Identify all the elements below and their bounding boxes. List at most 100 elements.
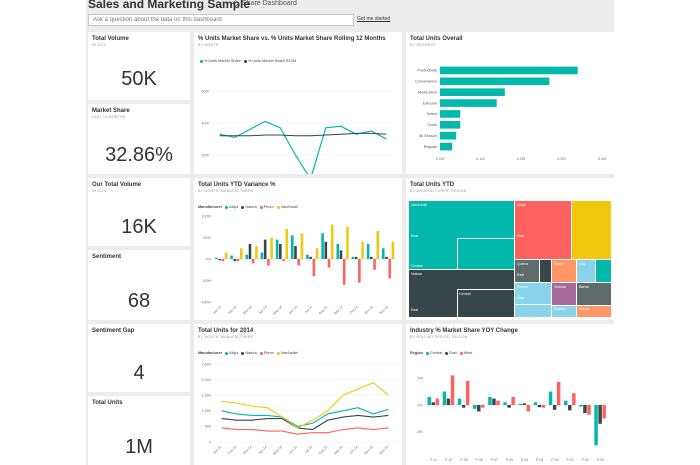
bar-natura	[309, 256, 312, 259]
tile-our-total-volume[interactable]: Our Total Volume IN 2014 16K	[88, 178, 190, 246]
treemap-label: East	[517, 273, 525, 277]
axis-tick-label: Nov-14	[363, 305, 374, 316]
bar-west	[541, 405, 546, 408]
legend-dot	[276, 351, 280, 355]
axis-tick-label: Sep-14	[333, 305, 344, 316]
bar-natura	[324, 241, 328, 259]
treemap-cell-quibus[interactable]	[515, 260, 539, 282]
bar-east	[431, 402, 435, 405]
treemap-cell-yellow[interactable]	[572, 201, 611, 259]
axis-tick-label: 0	[209, 440, 211, 444]
tile-title: Sentiment	[92, 254, 122, 260]
treemap-label: Fama	[554, 262, 564, 266]
axis-tick-label: Jan-14	[212, 305, 222, 315]
bar-west	[496, 400, 500, 405]
tile-industry-yoy[interactable]: Industry % Market Share YOY Change BY RO…	[406, 324, 614, 465]
axis-tick-label: P-05	[521, 458, 528, 462]
bar	[440, 99, 497, 107]
treemap-cell-currus[interactable]	[515, 283, 551, 304]
bar-natura	[279, 243, 282, 259]
bar-natura	[294, 246, 297, 259]
bar-west	[572, 393, 576, 405]
bar-vanarsdel	[391, 241, 395, 259]
tile-market-share[interactable]: Market Share LAST 12 MONTHS 32.86%	[88, 104, 190, 174]
bar-aliqui	[245, 254, 249, 259]
axis-tick-label: Dec-14	[379, 305, 390, 316]
tile-total-units[interactable]: Total Units 1M	[88, 396, 190, 465]
bar-pirum	[251, 259, 255, 264]
treemap-cell-leo-2[interactable]	[596, 260, 611, 282]
treemap-label: Quibus	[517, 262, 529, 266]
treemap-cell-fama[interactable]	[552, 260, 576, 282]
axis-tick-label: 60%	[201, 89, 209, 93]
treemap-cell-vanarsdel-central[interactable]	[457, 238, 514, 269]
axis-tick-label: P-04	[536, 458, 543, 462]
bar-natura	[370, 256, 373, 259]
bar-pirum	[236, 259, 240, 262]
axis-tick-label: P-07	[491, 458, 498, 462]
tile-subtitle: IN 2014	[92, 43, 106, 47]
legend-dot	[459, 351, 463, 355]
axis-tick-label: Feb-14	[227, 305, 238, 316]
treemap-cell-leo[interactable]	[577, 260, 595, 282]
treemap-cell-currus-2[interactable]	[515, 305, 551, 317]
legend-label: Pirum	[263, 205, 274, 209]
kpi-value: 16K	[121, 216, 157, 238]
bar-pirum	[388, 259, 391, 279]
axis-tick-label: 5%	[418, 376, 424, 380]
tile-market-share-line[interactable]: % Units Market Share vs. % Units Market …	[194, 32, 402, 174]
treemap-cell-abbas[interactable]	[577, 306, 611, 317]
treemap-cell-victoria[interactable]	[552, 283, 576, 305]
bar	[440, 142, 453, 151]
tile-sentiment[interactable]: Sentiment 68	[88, 250, 190, 320]
tile-units-overall[interactable]: Total Units Overall BY SEGMENT Productiv…	[406, 32, 614, 174]
bar-east	[477, 405, 481, 412]
series-line-r12m	[219, 132, 387, 137]
bar-vanarsdel	[285, 228, 289, 259]
qa-search-input[interactable]	[88, 14, 354, 26]
get-started-link[interactable]: Get me started	[357, 16, 391, 22]
bar-central	[533, 402, 538, 405]
bar-central	[457, 398, 462, 405]
bar-west	[526, 405, 531, 412]
axis-tick-label: Jan-14	[212, 445, 222, 455]
tile-total-volume[interactable]: Total Volume IN 2014 50K	[88, 32, 190, 100]
bar-east	[568, 405, 572, 411]
legend-label: Central	[429, 351, 443, 355]
treemap-cell-natura-central[interactable]	[457, 289, 514, 317]
category-label: Youth	[427, 123, 437, 127]
tile-units-ytd[interactable]: Total Units YTD BY MANUFACTURER, REGION …	[406, 178, 614, 320]
category-label: Select	[426, 112, 437, 116]
legend-label: Natura	[245, 205, 257, 209]
bar-central	[442, 391, 447, 405]
legend-label: Aliqui	[229, 205, 239, 209]
treemap-cell-aliqui[interactable]	[515, 201, 571, 259]
legend-dot	[276, 205, 280, 209]
treemap-label: Barba	[579, 285, 589, 289]
legend-dot	[243, 59, 247, 63]
bar-east	[507, 405, 511, 408]
treemap-cell-barba[interactable]	[577, 283, 611, 305]
dashboard-title: Sales and Marketing Sample	[88, 0, 251, 11]
tile-units-2014[interactable]: Total Units for 2014 BY MONTH, MANUFACTU…	[194, 324, 402, 465]
tile-title: Sentiment Gap	[92, 328, 135, 334]
treemap-label: Aliqui	[517, 203, 526, 207]
tile-ytd-variance[interactable]: Total Units YTD Variance % BY MONTH, MAN…	[194, 178, 402, 320]
axis-tick-label: 2,500	[201, 362, 211, 366]
treemap: VanArsdel East Central Natura East Centr…	[409, 201, 611, 317]
bar-pirum	[267, 259, 270, 266]
treemap-cell-small-dark[interactable]	[540, 260, 551, 282]
bar-aliqui	[381, 248, 385, 259]
legend-dot	[241, 205, 245, 209]
share-dashboard-button[interactable]: Share Dashboard	[232, 0, 297, 7]
bar-east	[492, 398, 496, 405]
treemap-label: East	[411, 234, 419, 238]
treemap-cell-pomum[interactable]	[552, 306, 576, 317]
axis-tick-label: 0%	[418, 403, 424, 407]
kpi-value: 4	[133, 362, 145, 384]
bar-east	[446, 398, 451, 405]
tile-title: % Units Market Share vs. % Units Market …	[198, 36, 386, 42]
bar-aliqui	[215, 257, 218, 259]
tile-sentiment-gap[interactable]: Sentiment Gap 4	[88, 324, 190, 392]
axis-tick-label: P-01	[582, 458, 589, 462]
